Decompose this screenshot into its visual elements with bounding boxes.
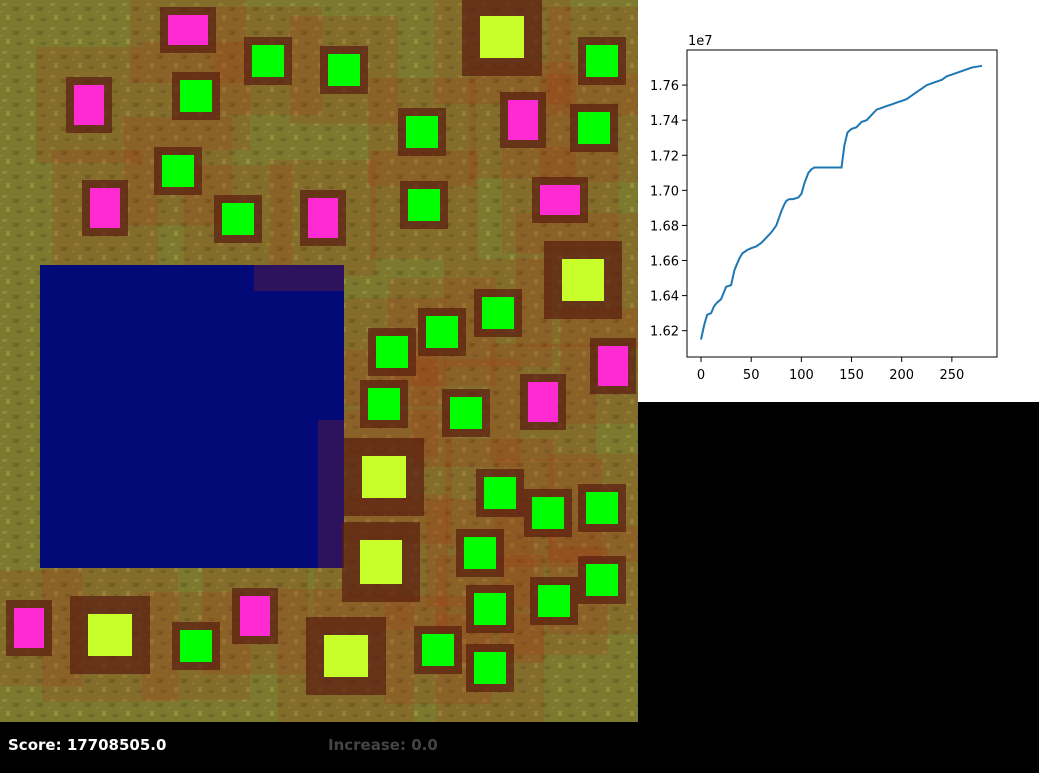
house-pink: [308, 198, 338, 238]
x-tick-label: 0: [697, 368, 705, 383]
y-tick-label: 1.66: [650, 255, 679, 270]
y-tick-label: 1.70: [650, 184, 679, 199]
score-readout: Score: 17708505.0: [8, 736, 166, 754]
house-pink: [508, 100, 538, 140]
score-series-line: [700, 64, 983, 340]
house-yellow: [362, 456, 406, 498]
plot-frame: [686, 49, 998, 358]
y-tick-label: 1.72: [650, 149, 679, 164]
house-yellow: [324, 635, 368, 677]
y-ticks: 1.62 1.64 1.66 1.68 1.70 1.72 1.74 1.76: [650, 79, 687, 340]
house-green: [426, 316, 458, 348]
board-canvas[interactable]: [0, 0, 638, 722]
house-pink: [168, 15, 208, 45]
status-bar: Score: 17708505.0 Increase: 0.0: [0, 722, 1039, 773]
y-tick-label: 1.76: [650, 79, 679, 94]
house-green: [328, 54, 360, 86]
water-lake: [40, 265, 344, 568]
water-halo-right: [318, 420, 344, 568]
y-tick-label: 1.64: [650, 290, 679, 305]
house-green: [222, 203, 254, 235]
house-green: [474, 593, 506, 625]
x-ticks: 0 50 100 150 200 250: [697, 357, 964, 383]
water-halo-top: [254, 265, 344, 291]
house-pink: [90, 188, 120, 228]
house-green: [406, 116, 438, 148]
house-green: [180, 630, 212, 662]
y-tick-label: 1.68: [650, 219, 679, 234]
house-yellow: [360, 540, 402, 584]
house-green: [180, 80, 212, 112]
game-board[interactable]: [0, 0, 638, 722]
x-tick-label: 150: [839, 368, 864, 383]
house-yellow: [88, 614, 132, 656]
x-tick-label: 200: [889, 368, 914, 383]
house-pink: [240, 596, 270, 636]
increase-value: 0.0: [411, 736, 438, 754]
house-green: [474, 652, 506, 684]
y-tick-label: 1.62: [650, 325, 679, 340]
house-green: [162, 155, 194, 187]
x-tick-label: 100: [789, 368, 814, 383]
house-green: [408, 189, 440, 221]
house-green: [376, 336, 408, 368]
y-tick-label: 1.74: [650, 114, 679, 129]
houses-layer: [6, 0, 636, 695]
house-yellow: [562, 259, 604, 301]
house-yellow: [480, 16, 524, 58]
score-label: Score:: [8, 736, 62, 754]
house-pink: [14, 608, 44, 648]
house-green: [252, 45, 284, 77]
house-green: [532, 497, 564, 529]
house-green: [368, 388, 400, 420]
house-pink: [540, 185, 580, 215]
house-pink: [74, 85, 104, 125]
score-history-panel: 1e7 1.62 1.64 1.66 1.68 1.70 1.72 1.74 1.76 0 50…: [638, 0, 1039, 402]
y-offset-label: 1e7: [688, 34, 713, 49]
score-history-chart: 1e7 1.62 1.64 1.66 1.68 1.70 1.72 1.74 1.76 0 50…: [650, 34, 998, 383]
house-green: [450, 397, 482, 429]
house-green: [482, 297, 514, 329]
score-value: 17708505.0: [66, 736, 167, 754]
house-green: [538, 585, 570, 617]
increase-readout: Increase: 0.0: [328, 736, 438, 754]
x-tick-label: 50: [743, 368, 760, 383]
house-green: [586, 492, 618, 524]
house-green: [586, 564, 618, 596]
house-pink: [528, 382, 558, 422]
house-green: [464, 537, 496, 569]
house-green: [578, 112, 610, 144]
house-pink: [598, 346, 628, 386]
house-green: [422, 634, 454, 666]
house-green: [484, 477, 516, 509]
house-green: [586, 45, 618, 77]
increase-label: Increase:: [328, 736, 406, 754]
x-tick-label: 250: [939, 368, 964, 383]
